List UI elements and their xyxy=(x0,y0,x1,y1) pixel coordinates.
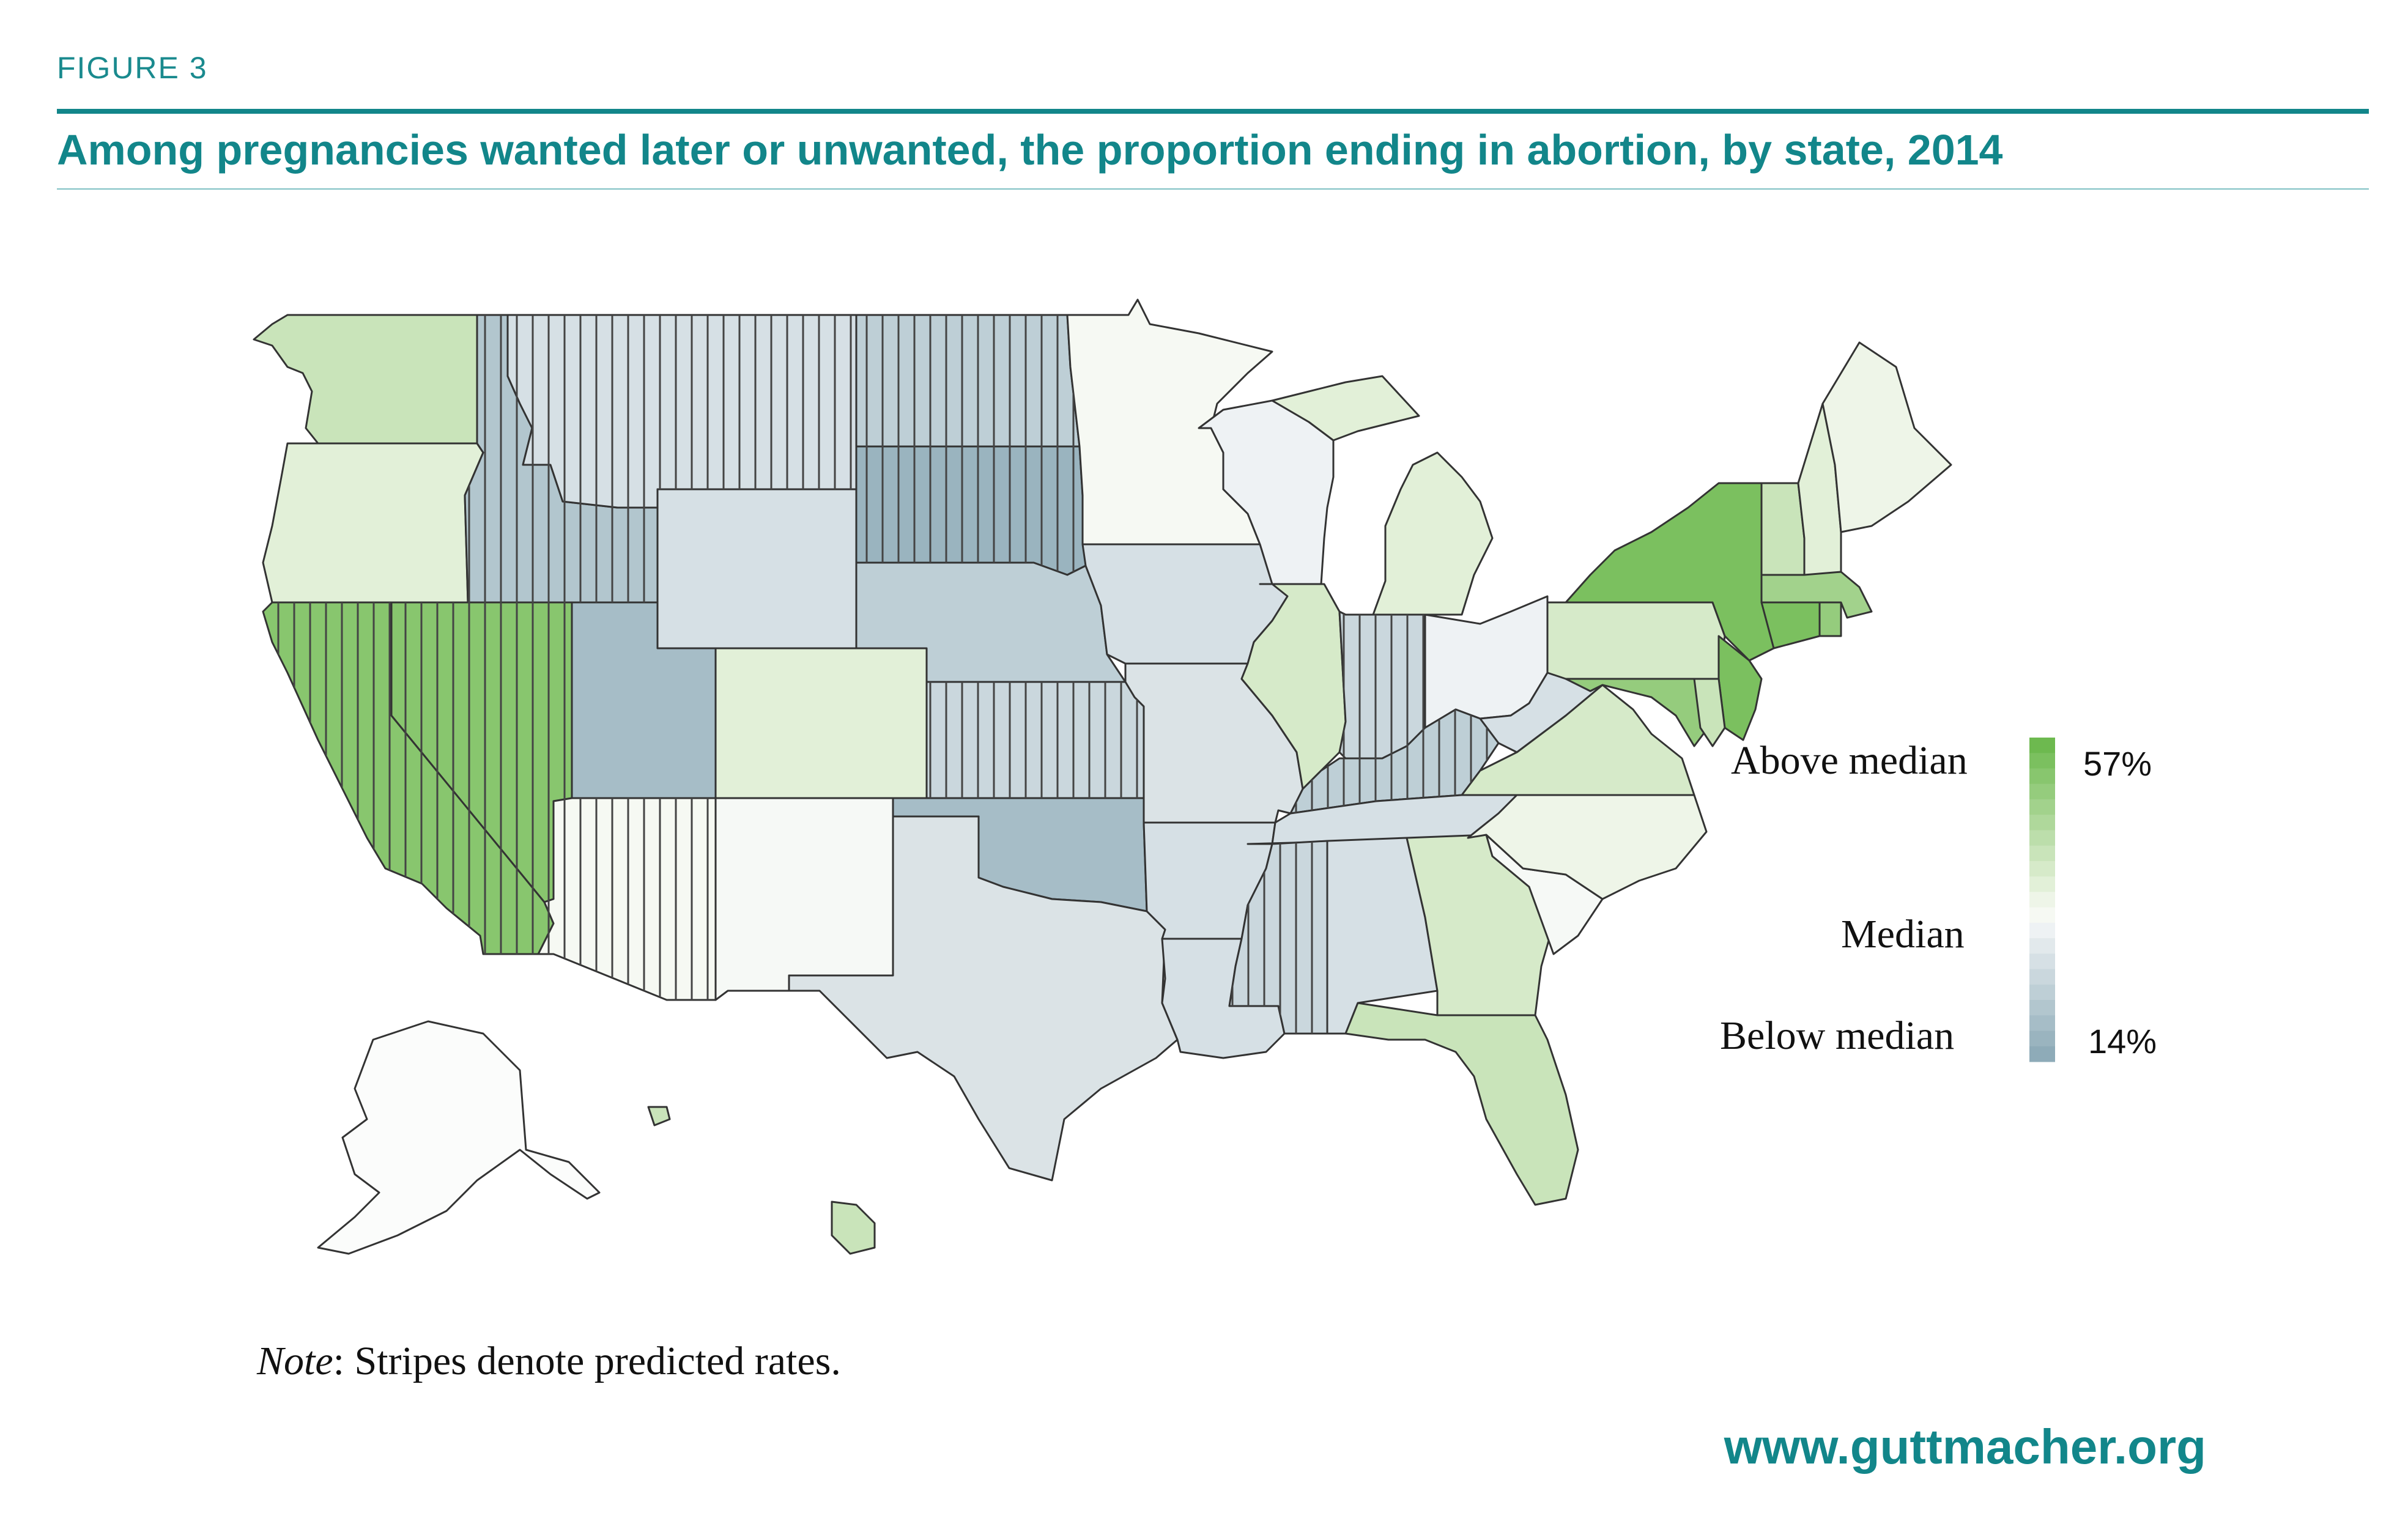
state-maine xyxy=(1821,341,1952,533)
legend-ramp-swatch xyxy=(2029,753,2055,769)
legend-ramp-swatch xyxy=(2029,1046,2055,1062)
state-arizona-stripes xyxy=(538,798,716,1000)
state-wyoming xyxy=(656,488,858,649)
state-massachusetts xyxy=(1760,571,1873,619)
legend-ramp-swatch xyxy=(2029,860,2055,877)
note-text: : Stripes denote predicted rates. xyxy=(333,1339,841,1383)
legend-ramp-swatch xyxy=(2029,892,2055,908)
note: Note: Stripes denote predicted rates. xyxy=(257,1338,841,1385)
state-mississippi-stripes xyxy=(1229,841,1327,1034)
state-california-stripes xyxy=(263,602,554,954)
source-url[interactable]: www.guttmacher.org xyxy=(1724,1419,2206,1474)
legend-ramp-swatch xyxy=(2029,799,2055,815)
legend-min-value: 14% xyxy=(2088,1022,2157,1060)
legend-ramp-swatch xyxy=(2029,1031,2055,1047)
legend-ramp-swatch xyxy=(2029,876,2055,892)
state-pennsylvania xyxy=(1546,601,1726,680)
legend-ramp-swatch xyxy=(2029,1000,2055,1016)
state-hawaii-islands xyxy=(647,1106,671,1127)
state-texas xyxy=(788,815,1179,1182)
legend-below-median: Below median xyxy=(1720,1013,1955,1058)
legend-ramp-swatch xyxy=(2029,768,2055,785)
legend-ramp-swatch xyxy=(2029,815,2055,831)
legend-ramp-swatch xyxy=(2029,830,2055,846)
state-idaho-stripes xyxy=(465,315,658,602)
header-rule-top xyxy=(57,109,2369,114)
state-washington xyxy=(253,314,478,445)
state-delaware xyxy=(1693,678,1726,747)
state-new-mexico xyxy=(714,797,894,1001)
legend-ramp-swatch xyxy=(2029,907,2055,923)
legend-ramp-swatch xyxy=(2029,922,2055,939)
legend-ramp-swatch xyxy=(2029,953,2055,970)
legend-ramp-swatch xyxy=(2029,938,2055,954)
header-rule-bottom xyxy=(57,188,2369,190)
state-indiana-stripes xyxy=(1339,612,1425,758)
state-rhode-island xyxy=(1818,601,1842,637)
figure-label: FIGURE 3 xyxy=(57,51,208,85)
state-south-dakota-stripes xyxy=(856,446,1086,575)
state-kansas-stripes xyxy=(927,682,1144,798)
legend-max-value: 57% xyxy=(2083,744,2152,783)
state-florida xyxy=(1344,1002,1579,1206)
legend-ramp-swatch xyxy=(2029,969,2055,985)
legend-ramp-swatch xyxy=(2029,1015,2055,1032)
state-hawaii xyxy=(831,1201,876,1255)
state-nevada-stripes xyxy=(391,602,572,902)
state-vermont xyxy=(1760,482,1806,576)
state-oregon xyxy=(262,442,484,604)
note-label: Note xyxy=(257,1339,333,1383)
figure-title: Among pregnancies wanted later or unwant… xyxy=(57,126,2003,174)
state-michigan-up xyxy=(1271,375,1420,442)
legend-median: Median xyxy=(1841,912,1965,957)
state-michigan xyxy=(1372,451,1494,616)
legend-ramp-swatch xyxy=(2029,738,2055,753)
legend-ramp-swatch xyxy=(2029,845,2055,862)
state-north-dakota-stripes xyxy=(856,315,1080,446)
legend-ramp-swatch xyxy=(2029,984,2055,1001)
legend-color-ramp xyxy=(2029,738,2055,1062)
state-colorado xyxy=(714,647,928,799)
state-kentucky-stripes xyxy=(1291,709,1499,813)
legend-ramp-swatch xyxy=(2029,783,2055,800)
state-north-carolina xyxy=(1467,794,1708,900)
state-alaska xyxy=(317,1020,601,1255)
legend-above-median: Above median xyxy=(1731,738,1968,783)
